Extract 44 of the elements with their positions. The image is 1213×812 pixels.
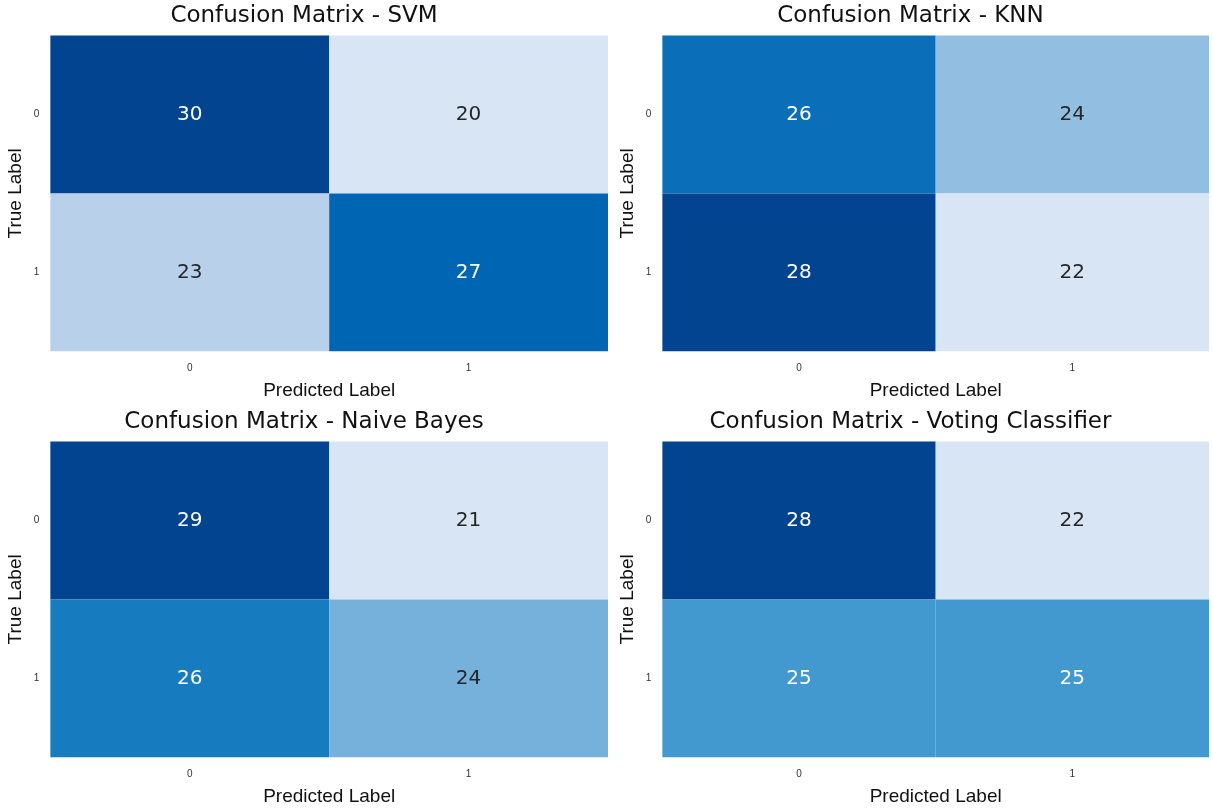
y-axis-title: True Label	[3, 554, 25, 645]
data-label: 24	[455, 664, 482, 689]
x-tick-label: 1	[1069, 767, 1076, 779]
data-label: 24	[1059, 100, 1086, 125]
x-tick-label: 0	[186, 767, 193, 779]
chart-title: Confusion Matrix - SVM	[170, 0, 438, 27]
y-tick-label: 0	[33, 514, 40, 526]
y-tick-label: 0	[645, 514, 652, 526]
x-tick-label: 0	[796, 767, 803, 779]
data-label: 26	[786, 100, 812, 125]
x-tick-label: 0	[186, 361, 193, 373]
y-tick-label: 1	[645, 672, 652, 684]
chart-title: Confusion Matrix - Voting Classifier	[709, 406, 1113, 433]
data-label: 29	[177, 506, 203, 531]
x-axis-title: Predicted Label	[869, 784, 1002, 806]
y-tick-label: 1	[33, 266, 40, 278]
data-label: 25	[786, 664, 812, 689]
x-tick-label: 0	[796, 361, 803, 373]
x-axis-title: Predicted Label	[263, 378, 396, 400]
data-label: 27	[455, 258, 482, 283]
data-label: 30	[177, 100, 203, 125]
data-label: 22	[1059, 258, 1086, 283]
y-tick-label: 0	[33, 108, 40, 120]
data-label: 28	[786, 506, 812, 531]
x-tick-label: 1	[465, 361, 472, 373]
x-tick-label: 1	[465, 767, 472, 779]
y-axis-title: True Label	[615, 148, 637, 239]
data-label: 26	[177, 664, 203, 689]
x-tick-label: 1	[1069, 361, 1076, 373]
data-label: 28	[786, 258, 812, 283]
chart-title: Confusion Matrix - Naive Bayes	[124, 406, 484, 433]
x-axis-title: Predicted Label	[869, 378, 1002, 400]
data-label: 20	[455, 100, 482, 125]
y-tick-label: 1	[33, 672, 40, 684]
y-tick-label: 0	[645, 108, 652, 120]
chart-title: Confusion Matrix - KNN	[777, 0, 1044, 27]
data-label: 23	[177, 258, 203, 283]
y-axis-title: True Label	[3, 148, 25, 239]
data-label: 22	[1059, 506, 1086, 531]
data-label: 25	[1059, 664, 1086, 689]
x-axis-title: Predicted Label	[263, 784, 396, 806]
y-tick-label: 1	[645, 266, 652, 278]
data-label: 21	[455, 506, 482, 531]
y-axis-title: True Label	[615, 554, 637, 645]
